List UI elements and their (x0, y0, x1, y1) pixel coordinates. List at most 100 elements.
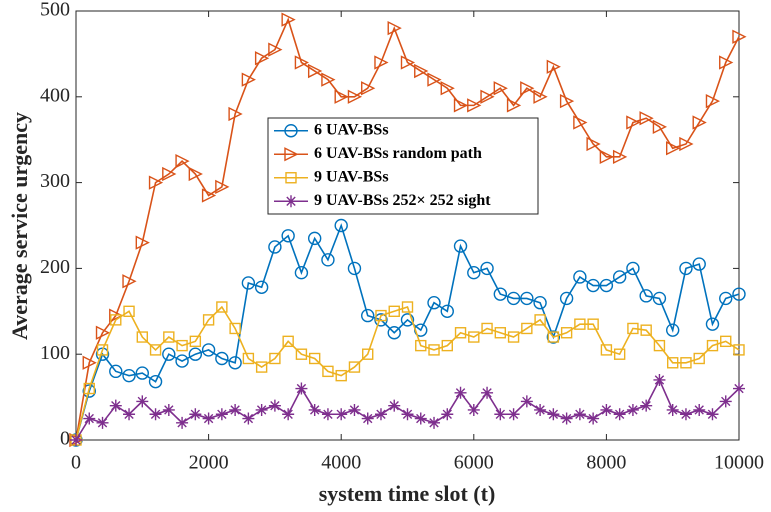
marker (587, 318, 599, 330)
marker (387, 21, 402, 36)
marker (400, 313, 415, 327)
marker (507, 331, 520, 343)
marker (732, 287, 746, 301)
marker (534, 314, 546, 326)
marker (308, 352, 321, 365)
marker (201, 188, 217, 203)
y-tick-label: 100 (40, 342, 70, 364)
marker (83, 382, 95, 395)
marker (294, 55, 309, 70)
marker (533, 89, 548, 104)
marker (135, 366, 150, 380)
marker (639, 111, 654, 126)
marker (440, 304, 454, 318)
marker (440, 81, 455, 96)
y-tick-label: 0 (60, 428, 70, 450)
marker (149, 408, 162, 421)
marker (653, 339, 666, 352)
marker (719, 395, 732, 408)
marker (375, 309, 387, 322)
marker (188, 347, 203, 361)
marker (110, 314, 122, 326)
marker (136, 395, 149, 408)
y-tick-label: 300 (40, 170, 70, 192)
marker (284, 147, 299, 162)
marker (612, 149, 628, 164)
marker (427, 296, 441, 310)
marker (294, 265, 309, 280)
marker (307, 231, 322, 246)
x-tick-label: 0 (71, 452, 81, 474)
legend-label: 9 UAV-BSs (314, 168, 389, 185)
marker (547, 331, 560, 343)
marker (163, 331, 175, 343)
marker (284, 124, 298, 138)
marker (149, 344, 162, 356)
x-tick-label: 4000 (321, 452, 361, 474)
marker (600, 344, 613, 356)
marker (135, 235, 150, 250)
marker (480, 89, 495, 104)
marker (109, 399, 122, 412)
marker (268, 42, 283, 57)
marker (162, 166, 177, 182)
marker (427, 72, 442, 87)
marker (307, 63, 323, 79)
marker (546, 59, 561, 74)
marker (176, 416, 189, 429)
y-tick-label: 500 (40, 0, 70, 21)
x-tick-label: 2000 (189, 452, 229, 474)
marker (733, 382, 745, 395)
marker (692, 115, 707, 130)
marker (321, 253, 335, 267)
marker (175, 354, 189, 368)
marker (599, 149, 614, 164)
marker (692, 257, 706, 271)
marker (82, 384, 96, 398)
marker (176, 339, 188, 352)
marker (109, 364, 123, 379)
marker (202, 412, 215, 425)
marker (362, 348, 374, 360)
marker (653, 373, 666, 386)
marker (613, 408, 626, 421)
marker (295, 348, 308, 360)
marker (361, 412, 374, 425)
marker (123, 408, 136, 421)
marker (494, 408, 507, 421)
marker (493, 81, 508, 96)
marker (162, 403, 175, 416)
marker (428, 416, 441, 429)
marker (374, 55, 389, 70)
marker (574, 318, 586, 330)
marker (559, 93, 575, 109)
marker (348, 403, 361, 416)
marker (494, 327, 507, 339)
marker (560, 412, 573, 425)
marker (295, 382, 308, 395)
marker (70, 434, 82, 446)
marker (679, 408, 692, 421)
y-tick-label: 200 (40, 256, 70, 278)
legend-label: 6 UAV-BSs (314, 121, 389, 138)
marker (679, 261, 693, 276)
marker (586, 136, 601, 152)
marker (573, 270, 587, 284)
y-axis-label: Average service urgency (7, 112, 32, 340)
marker (600, 403, 613, 416)
marker (546, 330, 561, 344)
marker (667, 357, 679, 369)
marker (680, 357, 692, 369)
marker (321, 408, 334, 421)
x-tick-label: 6000 (454, 452, 494, 474)
legend-label: 9 UAV-BSs 252× 252 sight (314, 192, 491, 209)
marker (467, 98, 482, 113)
marker (652, 119, 668, 134)
marker (705, 93, 721, 109)
marker (374, 313, 388, 327)
marker (189, 408, 202, 421)
marker (400, 55, 416, 70)
marker (706, 408, 719, 421)
marker (189, 335, 202, 348)
marker (454, 327, 467, 339)
